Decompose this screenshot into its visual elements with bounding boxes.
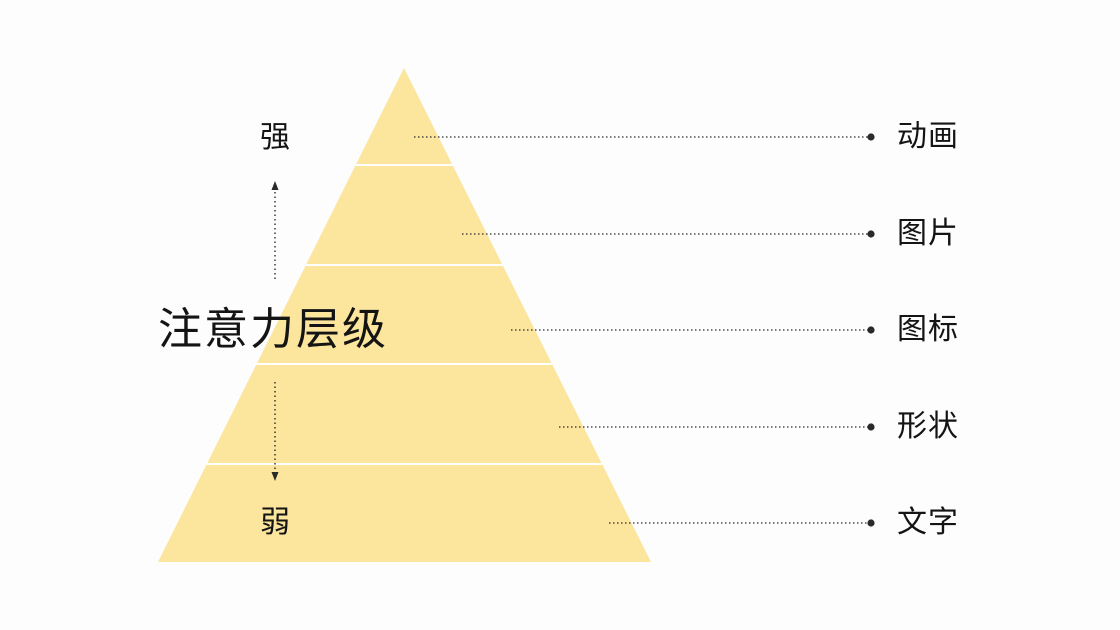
level-label-icon: 图标 [897,312,959,347]
pyramid-separators [206,164,602,465]
scale-arrow-down [271,382,279,481]
level-label-text: 文字 [897,505,959,540]
scale-weak-label: 弱 [260,505,291,540]
scale-arrow-up [271,181,279,279]
leader-dot-icon [867,326,875,334]
level-label-shape: 形状 [897,409,959,444]
level-label-animation: 动画 [897,119,959,154]
level-label-image: 图片 [897,216,959,251]
pyramid [158,68,651,562]
leader-dot-shape [867,423,875,431]
scale-strong-label: 强 [260,120,291,155]
leader-dot-image [867,230,875,238]
leader-dot-animation [867,133,875,141]
diagram-title: 注意力层级 [158,304,388,355]
leader-lines [414,133,875,527]
leader-dot-text [867,519,875,527]
